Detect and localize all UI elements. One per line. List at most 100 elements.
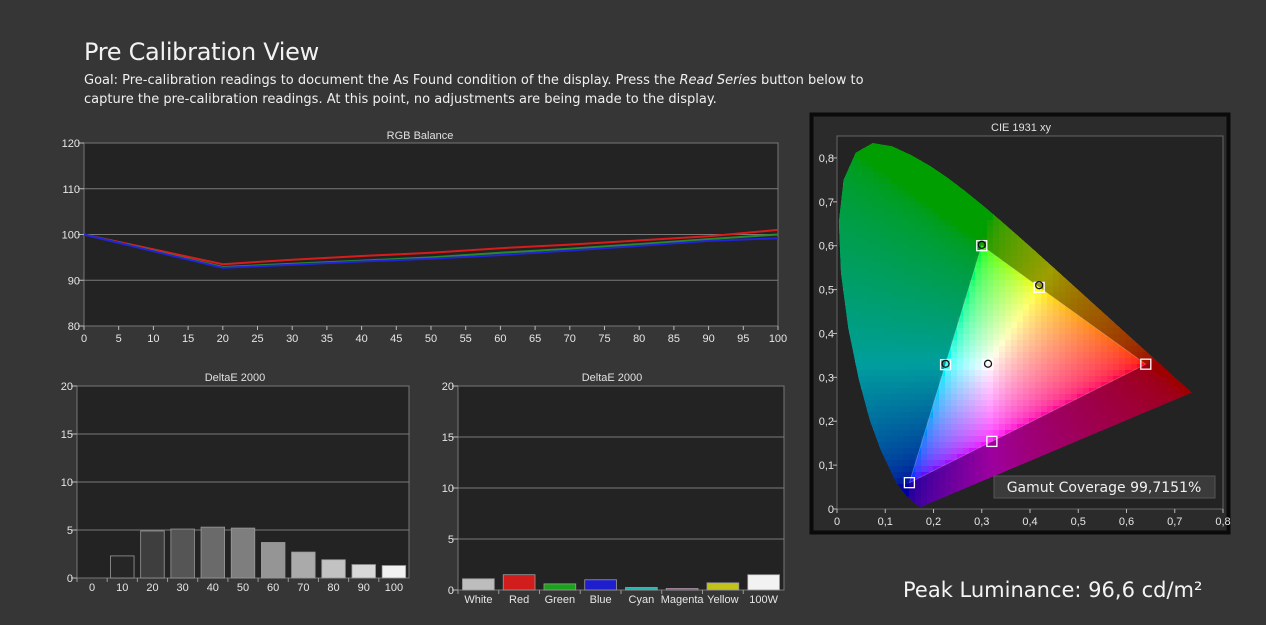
cie-locus-cell	[861, 196, 868, 203]
cie-locus-cell	[933, 322, 940, 329]
cie-measured-marker	[1035, 281, 1044, 290]
cie-locus-cell	[891, 388, 898, 395]
cie-target-marker	[1033, 281, 1045, 294]
cie-y-tick-label: 0,1	[819, 460, 834, 472]
cie-locus-cell	[1077, 316, 1084, 323]
cie-locus-cell	[939, 424, 946, 431]
cie-locus-cell	[975, 406, 982, 413]
cie-locus-cell	[1071, 358, 1078, 365]
cie-locus-cell	[838, 232, 844, 239]
cie-locus-cell	[1017, 340, 1024, 347]
grayscale-bars	[110, 526, 407, 579]
cie-locus-cell	[921, 310, 928, 317]
rgb-x-tick-label: 5	[116, 333, 122, 345]
cie-locus-cell	[849, 334, 856, 341]
cie-locus-cell	[993, 250, 1000, 257]
cie-locus-cell	[1011, 298, 1018, 305]
cie-locus-cell	[849, 340, 856, 347]
cie-locus-cell	[879, 208, 886, 215]
cie-locus-cell	[849, 244, 856, 251]
cie-locus-cell	[945, 280, 952, 287]
cie-locus-cell	[1143, 376, 1150, 383]
color-x-tick-label: White	[464, 594, 492, 606]
cie-locus-cell	[861, 232, 868, 239]
cie-locus-cell	[873, 424, 880, 431]
cie-locus-cell	[1011, 322, 1018, 329]
cie-locus-cell	[903, 382, 910, 389]
cie-measured-marker	[983, 359, 993, 368]
cie-locus-cell	[1095, 412, 1102, 419]
cie-locus-cell	[855, 358, 862, 365]
cie-locus-cell	[951, 244, 958, 251]
cie-locus-cell	[1089, 400, 1096, 407]
cie-locus-cell	[897, 436, 904, 443]
cie-locus-cell	[1005, 298, 1012, 305]
cie-locus-cell	[957, 472, 964, 479]
cie-locus-cell	[1107, 316, 1114, 323]
color-y-tick-label: 5	[448, 534, 454, 546]
cie-locus-cell	[903, 196, 910, 203]
cie-locus-cell	[1059, 418, 1066, 425]
cie-locus-cell	[867, 238, 874, 245]
cie-locus-cell	[999, 310, 1006, 317]
cie-locus-cell	[1041, 334, 1048, 341]
cie-locus-cell	[903, 334, 910, 341]
cie-locus-cell	[903, 322, 910, 329]
cie-locus-cell	[873, 370, 880, 377]
cie-locus-cell	[999, 442, 1006, 449]
cie-locus-cell	[1029, 436, 1036, 443]
cie-target-marker	[1140, 358, 1152, 370]
cie-locus-cell	[969, 340, 976, 347]
cie-locus-cell	[981, 448, 988, 455]
cie-locus-cell	[927, 280, 934, 287]
cie-locus-cell	[1083, 418, 1090, 425]
cie-locus-cell	[903, 454, 910, 461]
color-x-tick-label: Blue	[590, 594, 612, 606]
cie-locus-cell	[885, 226, 892, 233]
cie-locus-cell	[873, 244, 880, 251]
cie-locus-cell	[1005, 394, 1012, 401]
cie-locus-cell	[945, 454, 952, 461]
cie-locus-cell	[1065, 418, 1072, 425]
cie-locus-cell	[921, 352, 928, 359]
cie-locus-cell	[1023, 316, 1030, 323]
rgb-x-tick-label: 70	[564, 333, 576, 345]
cie-locus-cell	[861, 190, 868, 197]
cie-locus-cell	[879, 196, 886, 203]
cie-locus-cell	[915, 430, 922, 437]
cie-locus-cell	[885, 346, 892, 353]
cie-locus-cell	[1047, 430, 1054, 437]
cie-locus-cell	[981, 262, 988, 269]
cie-locus-cell	[861, 268, 868, 275]
cie-locus-cell	[855, 250, 862, 257]
cie-locus-cell	[1035, 310, 1042, 317]
cie-locus-cell	[1131, 346, 1138, 353]
cie-locus-cell	[1137, 388, 1144, 395]
cie-locus-cell	[1047, 274, 1054, 281]
cie-locus-cell	[867, 322, 874, 329]
cie-locus-cell	[861, 358, 868, 365]
cie-locus-cell	[915, 454, 922, 461]
cie-locus-cell	[1023, 442, 1030, 449]
cie-locus-cell	[939, 430, 946, 437]
cie-locus-cell	[1047, 262, 1054, 269]
cie-locus-cell	[867, 232, 874, 239]
cie-locus-cell	[903, 226, 910, 233]
cie-locus-cell	[1071, 328, 1078, 335]
cie-locus-cell	[1095, 382, 1102, 389]
cie-locus-cell	[855, 244, 862, 251]
cie-locus-cell	[969, 250, 976, 257]
cie-locus-cell	[879, 328, 886, 335]
cie-locus-cell	[1053, 424, 1060, 431]
gamut-coverage-box	[993, 475, 1216, 499]
cie-locus-cell	[927, 430, 934, 437]
cie-locus-cell	[867, 292, 874, 299]
cie-locus-cell	[945, 292, 952, 299]
cie-locus-cell	[999, 346, 1006, 353]
cie-locus-cell	[981, 298, 988, 305]
cie-locus-cell	[909, 202, 916, 209]
cie-locus-cell	[927, 436, 934, 443]
cie-locus-cell	[999, 298, 1006, 305]
cie-locus-cell	[933, 268, 940, 275]
cie-locus-cell	[915, 460, 922, 467]
